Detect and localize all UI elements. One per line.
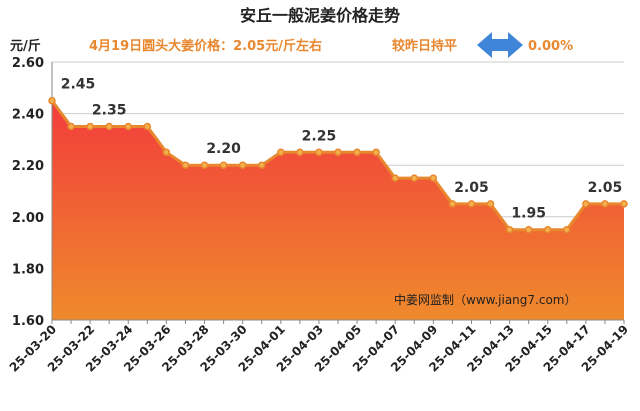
data-label: 2.25: [302, 128, 337, 144]
data-point: [372, 148, 380, 157]
data-point: [200, 161, 209, 169]
data-point: [315, 148, 323, 157]
data-point: [582, 200, 590, 208]
data-point: [334, 148, 342, 157]
data-point: [277, 148, 285, 157]
data-label: 2.45: [61, 77, 96, 93]
chart-subtitle: 4月19日圆头大姜价格：2.05元/斤左右: [89, 38, 322, 54]
watermark: 中姜网监制（www.jiang7.com）: [394, 292, 576, 307]
data-point: [181, 161, 190, 169]
data-point: [296, 148, 304, 157]
y-tick-label: 2.20: [12, 159, 44, 174]
data-label: 2.35: [92, 103, 127, 119]
data-point: [563, 225, 571, 234]
data-point: [86, 122, 94, 131]
data-point: [67, 122, 75, 131]
data-point: [524, 225, 533, 234]
data-markers: [48, 96, 628, 234]
data-point: [353, 148, 361, 157]
data-label: 2.05: [454, 180, 489, 196]
data-point: [467, 200, 476, 208]
data-point: [486, 200, 495, 208]
data-label: 1.95: [511, 206, 546, 222]
data-point: [143, 122, 152, 131]
data-point: [219, 161, 228, 169]
data-point: [105, 122, 113, 131]
y-tick-label: 2.00: [12, 211, 44, 226]
y-tick-labels: 1.60 1.80 2.00 2.20 2.40 2.60: [12, 56, 44, 329]
data-point: [410, 174, 419, 182]
flat-arrow-icon: [477, 32, 523, 58]
data-labels: 2.45 2.35 2.20 2.25 2.05 1.95 2.05: [61, 77, 622, 222]
data-label: 2.05: [588, 180, 623, 196]
y-tick-label: 2.40: [12, 108, 44, 123]
data-point: [124, 122, 133, 131]
x-tick-labels: 25-03-2025-03-2225-03-2425-03-2625-03-28…: [7, 322, 631, 374]
data-point: [238, 161, 247, 169]
y-tick-label: 2.60: [12, 56, 44, 71]
data-label: 2.20: [206, 141, 241, 157]
chart-title: 安丘一般泥姜价格走势: [240, 6, 400, 25]
data-point: [601, 200, 609, 208]
price-area: [52, 100, 624, 320]
axes: [51, 62, 625, 324]
data-point: [448, 200, 457, 208]
y-tick-label: 1.60: [12, 314, 44, 329]
change-value: 0.00%: [528, 39, 573, 54]
data-point: [162, 148, 171, 157]
data-point: [257, 161, 266, 169]
data-point: [505, 225, 514, 234]
data-point: [48, 96, 56, 105]
y-axis-unit: 元/斤: [10, 38, 41, 54]
data-point: [429, 174, 438, 182]
data-point: [391, 174, 399, 182]
data-point: [620, 200, 628, 208]
y-tick-label: 1.80: [12, 262, 44, 277]
data-point: [543, 225, 552, 234]
change-label: 较昨日持平: [392, 38, 457, 54]
